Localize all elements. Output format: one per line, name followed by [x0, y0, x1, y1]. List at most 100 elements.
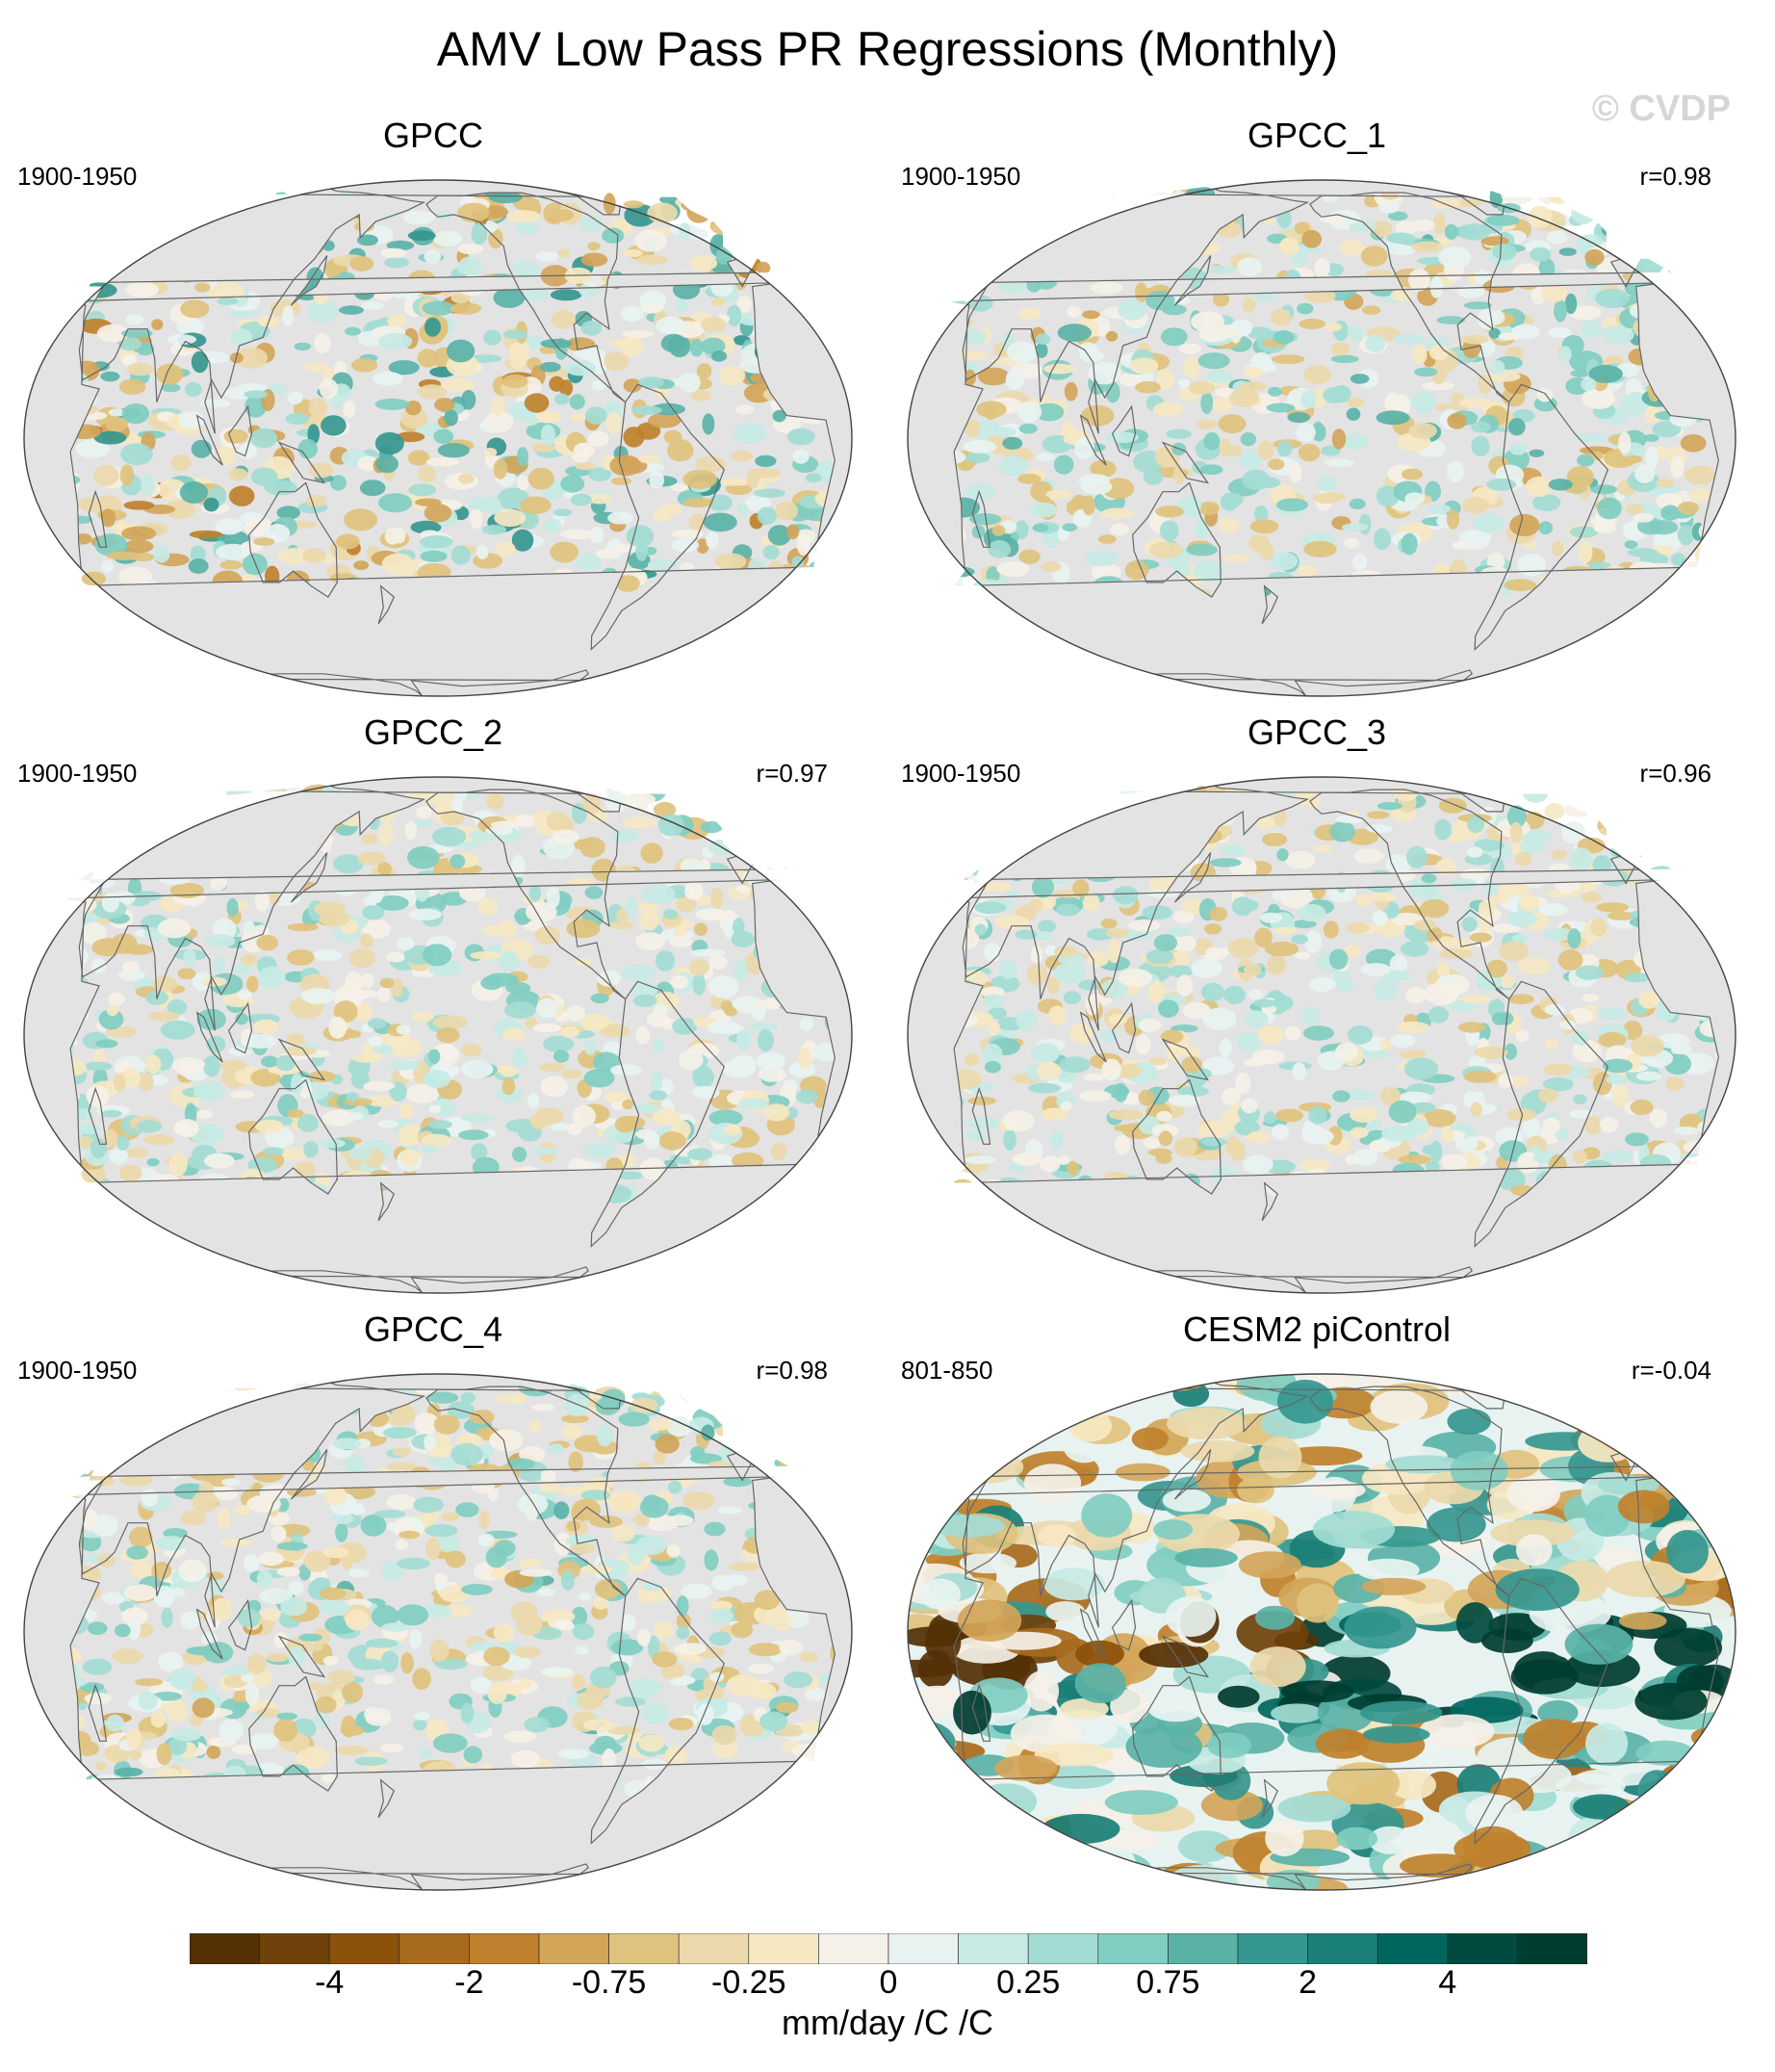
- map-frame: [907, 1373, 1736, 1891]
- colorbar-tick-labels: -4 -2 -0.75 -0.25 0 0.25 0.75 2 4: [0, 1964, 1775, 2003]
- coastline-australia: [248, 1078, 338, 1195]
- coastline-newguinea: [277, 1038, 326, 1081]
- coastline-australia: [1132, 1675, 1222, 1792]
- regression-map: [907, 1373, 1736, 1891]
- colorbar-tick-label: -0.25: [711, 1964, 786, 2001]
- coastline-sumatra: [195, 414, 223, 466]
- coastline-samerica: [1474, 383, 1608, 651]
- colorbar-swatch: [1168, 1933, 1239, 1964]
- colorbar-swatch: [259, 1933, 330, 1964]
- coastline-madagascar: [971, 1683, 991, 1742]
- colorbar-swatch: [328, 1933, 400, 1964]
- coastline-samerica: [1474, 980, 1608, 1248]
- coastline-antarctica: [207, 1266, 652, 1293]
- coastline-japan: [1173, 255, 1212, 306]
- map-frame: [23, 776, 853, 1294]
- colorbar-swatch: [1027, 1933, 1099, 1964]
- panel-gpcc-3: GPCC_3 1900-1950 r=0.96: [884, 712, 1750, 1300]
- precip-regression-field: [63, 1380, 836, 1800]
- coastline-namerica: [1309, 789, 1510, 1000]
- colorbar-tick-label: -0.75: [571, 1964, 647, 2001]
- coastline-japan: [1173, 1449, 1212, 1500]
- panel-title: CESM2 piControl: [1182, 1309, 1452, 1349]
- coastline-borneo: [227, 1598, 253, 1651]
- coastline-nz: [1261, 1778, 1279, 1819]
- coastline-newguinea: [1161, 1635, 1210, 1678]
- coastline-antarctica: [207, 669, 652, 696]
- coastline-sumatra: [1079, 1608, 1107, 1660]
- coastline-africa: [63, 282, 836, 587]
- coastline-borneo: [1111, 1598, 1137, 1651]
- coastline-madagascar: [88, 1683, 108, 1742]
- colorbar: [190, 1933, 1587, 1964]
- colorbar-swatch: [190, 1933, 260, 1964]
- panel-gpcc-4: GPCC_4 1900-1950 r=0.98: [0, 1309, 866, 1897]
- coastline-namerica: [1309, 192, 1510, 403]
- panel-title: GPCC_2: [363, 712, 503, 752]
- panel-period: 1900-1950: [901, 162, 1021, 191]
- colorbar-swatch: [1376, 1933, 1449, 1964]
- panel-title: GPCC_4: [363, 1309, 503, 1349]
- panel-period: 801-850: [901, 1356, 993, 1385]
- cvdp-watermark: © CVDP: [1591, 89, 1731, 129]
- coastline-africa: [946, 879, 1719, 1184]
- coastline-japan: [290, 1449, 328, 1500]
- coastline-madagascar: [971, 489, 991, 548]
- coastline-africa: [63, 879, 836, 1184]
- coastline-sumatra: [195, 1608, 223, 1660]
- colorbar-swatch: [958, 1933, 1029, 1964]
- coastline-madagascar: [88, 489, 108, 548]
- coastline-japan: [290, 852, 328, 903]
- coastline-antarctica: [1091, 1863, 1535, 1890]
- panel-period: 1900-1950: [17, 759, 138, 788]
- panel-gpcc-1: GPCC_1 1900-1950 r=0.98: [884, 116, 1750, 703]
- coastline-africa: [946, 1476, 1719, 1781]
- coastline-nz: [377, 584, 396, 625]
- panel-correlation: r=-0.04: [1631, 1356, 1711, 1385]
- coastline-borneo: [227, 404, 253, 457]
- colorbar-tick-label: 0.25: [996, 1964, 1061, 2001]
- panel-period: 1900-1950: [901, 759, 1021, 788]
- coastline-newguinea: [1161, 1038, 1210, 1081]
- coastline-namerica: [425, 192, 627, 403]
- coastline-namerica: [425, 789, 627, 1000]
- map-frame: [907, 179, 1736, 697]
- coastline-madagascar: [88, 1086, 108, 1145]
- coastline-newguinea: [277, 1635, 326, 1678]
- colorbar-tick-label: 0.75: [1136, 1964, 1200, 2001]
- coastline-borneo: [1111, 404, 1137, 457]
- map-frame: [23, 1373, 853, 1891]
- map-frame: [907, 776, 1736, 1294]
- coastline-sumatra: [1079, 1011, 1107, 1063]
- panel-gpcc: GPCC 1900-1950: [0, 116, 866, 703]
- colorbar-swatch: [469, 1933, 540, 1964]
- coastline-japan: [290, 255, 328, 306]
- panel-correlation: r=0.97: [756, 759, 828, 788]
- figure-title: AMV Low Pass PR Regressions (Monthly): [436, 22, 1339, 76]
- coastline-antarctica: [207, 1863, 652, 1890]
- coastline-madagascar: [971, 1086, 991, 1145]
- panel-title: GPCC_1: [1247, 116, 1387, 155]
- colorbar-swatch: [608, 1933, 680, 1964]
- coastline-sumatra: [195, 1011, 223, 1063]
- coastline-nz: [1261, 584, 1279, 625]
- colorbar-swatch: [1237, 1933, 1308, 1964]
- panel-correlation: r=0.98: [1639, 162, 1711, 191]
- coastline-australia: [1132, 1078, 1222, 1195]
- panel-gpcc-2: GPCC_2 1900-1950 r=0.97: [0, 712, 866, 1300]
- colorbar-swatch: [399, 1933, 470, 1964]
- colorbar-unit-label: mm/day /C /C: [781, 2003, 994, 2042]
- coastline-australia: [248, 1675, 338, 1792]
- coastline-samerica: [590, 383, 725, 651]
- coastline-antarctica: [1091, 669, 1535, 696]
- coastline-africa: [946, 282, 1719, 587]
- colorbar-swatch: [538, 1933, 609, 1964]
- coastline-japan: [1173, 852, 1212, 903]
- coastline-sumatra: [1079, 414, 1107, 466]
- colorbar-swatch: [1447, 1933, 1518, 1964]
- colorbar-swatch: [1097, 1933, 1169, 1964]
- colorbar-tick-label: -2: [454, 1964, 484, 2001]
- colorbar-tick-label: 2: [1299, 1964, 1318, 2001]
- coastline-antarctica: [1091, 1266, 1535, 1293]
- panel-period: 1900-1950: [17, 162, 138, 191]
